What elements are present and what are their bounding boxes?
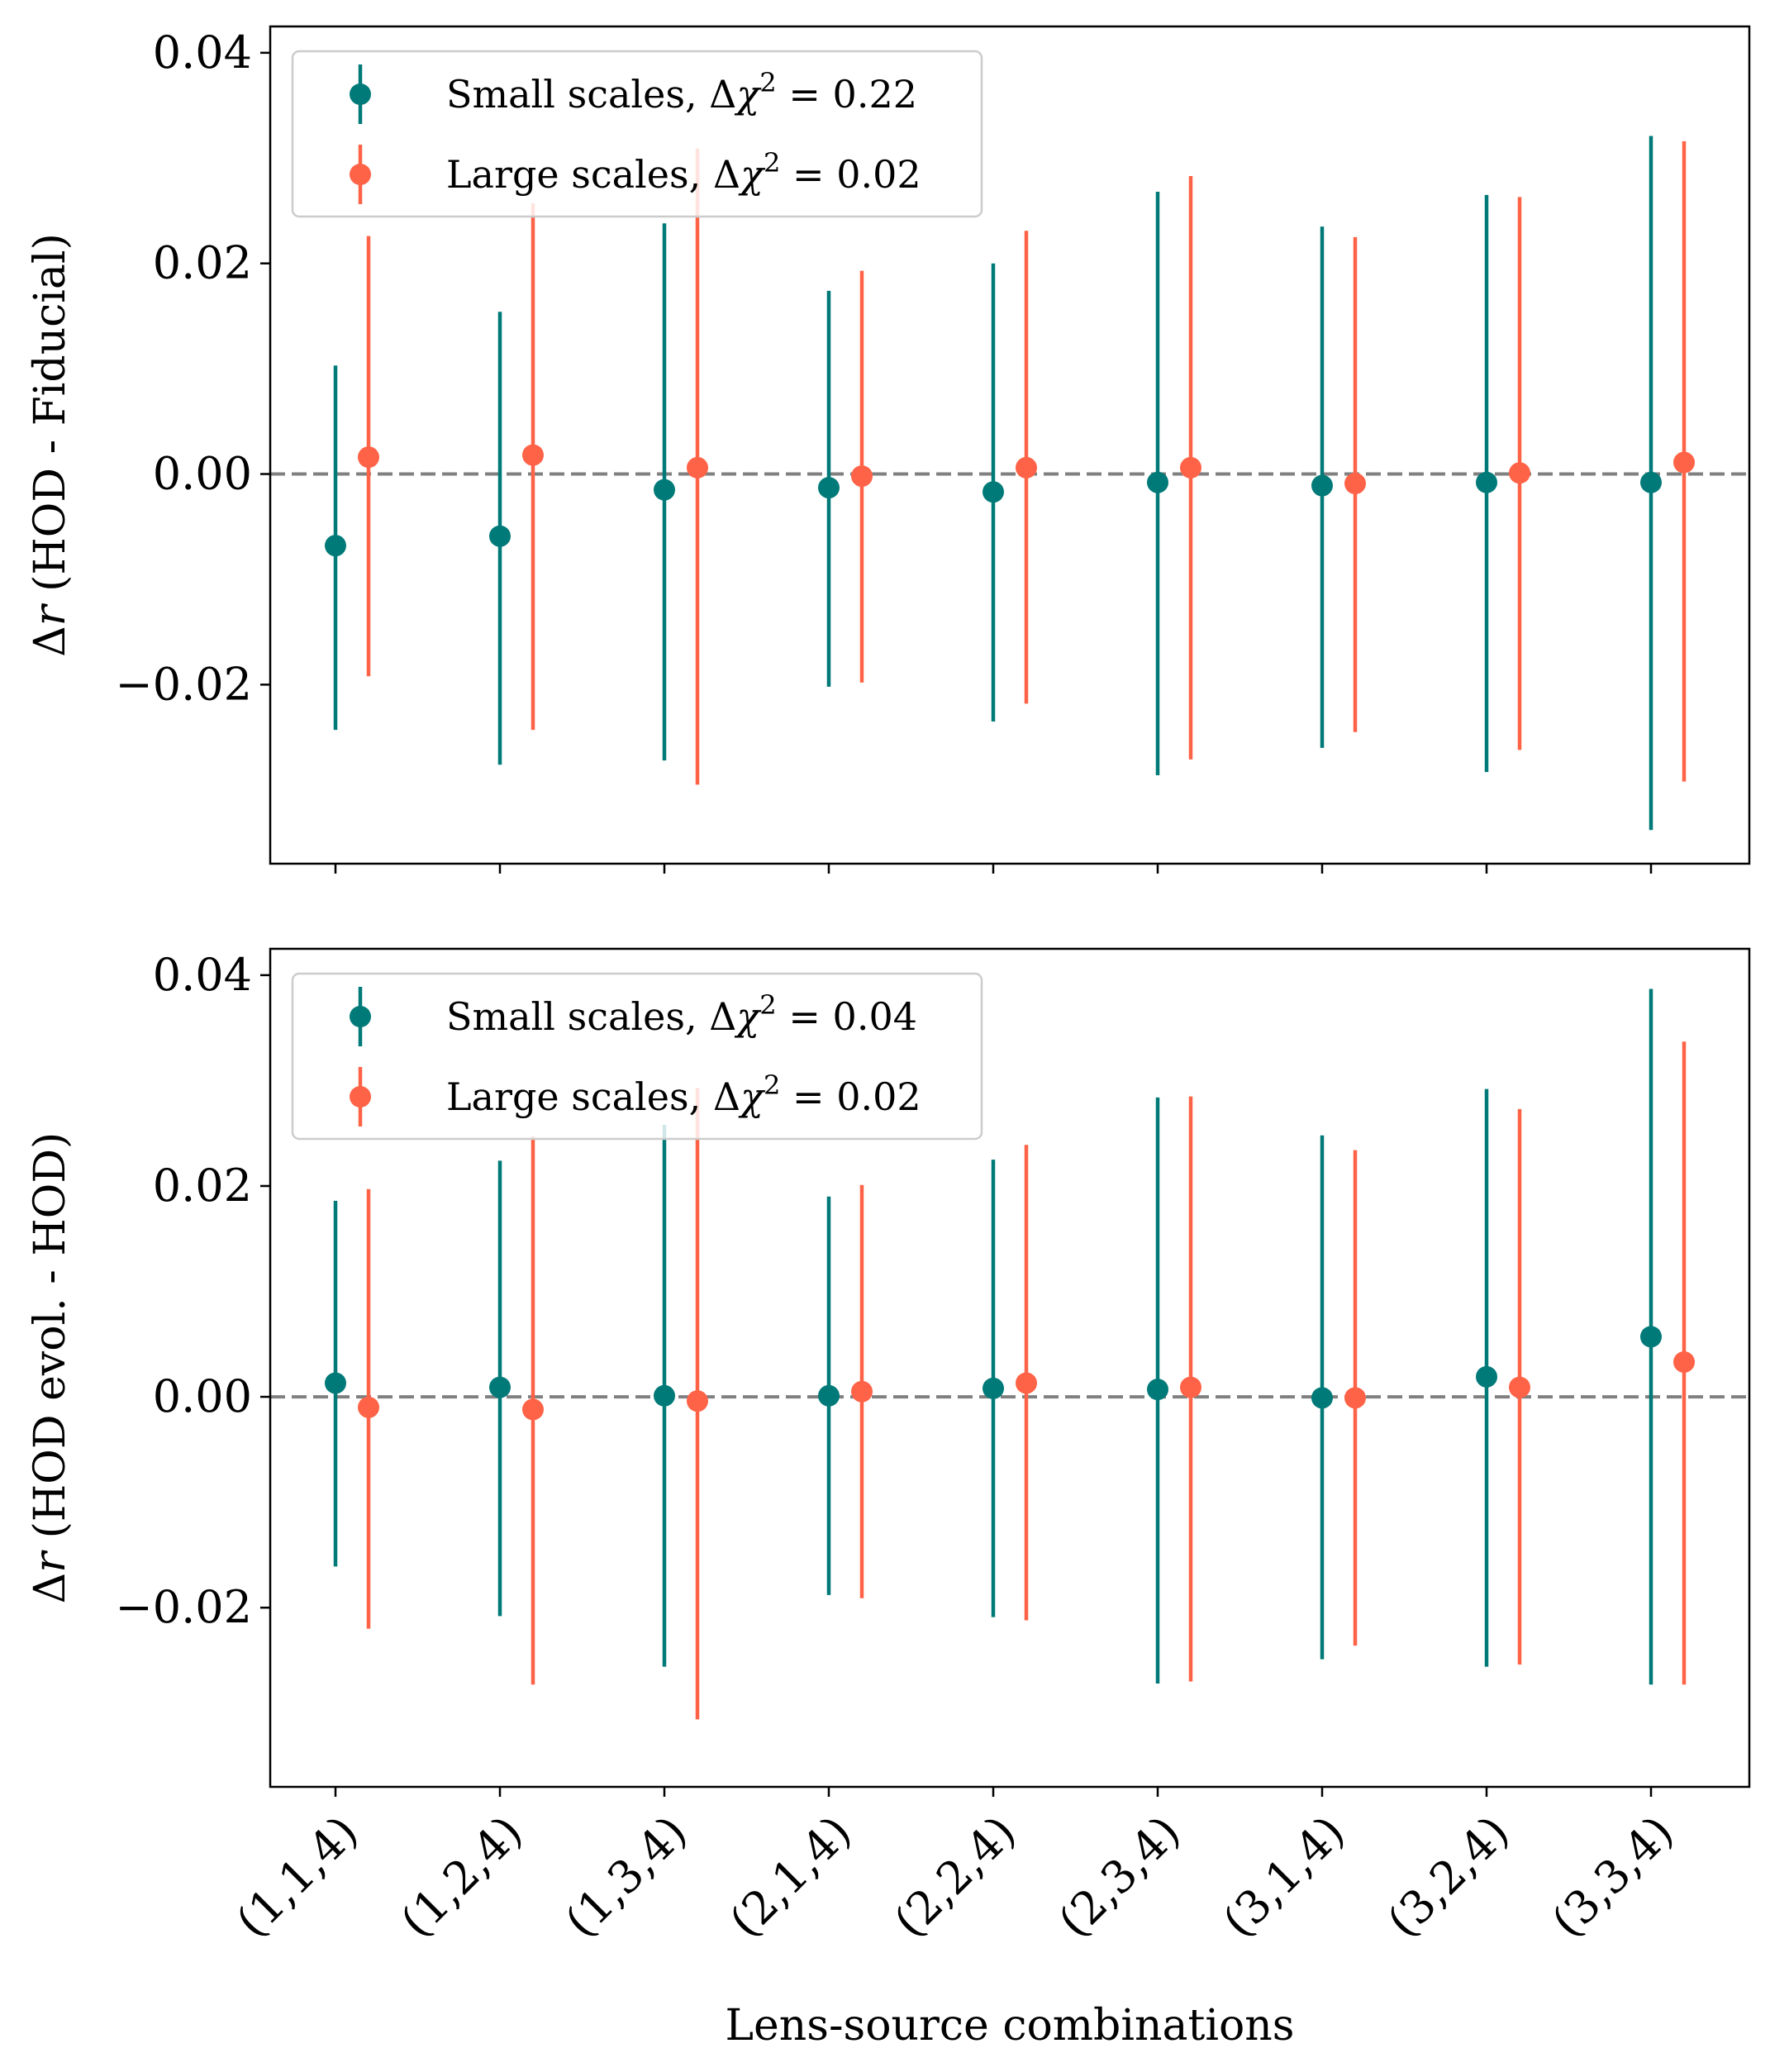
y-tick-label: −0.02 (116, 1581, 252, 1633)
point-small-scales-4 (983, 1377, 1004, 1399)
point-large-scales-1 (522, 444, 544, 466)
legend-label: Large scales, Δχ2 = 0.02 (446, 1069, 921, 1119)
x-axis-title: Lens-source combinations (726, 2001, 1295, 2051)
point-small-scales-1 (489, 1376, 511, 1398)
bottom-panel-marks (325, 988, 1695, 1720)
point-large-scales-4 (1016, 1372, 1037, 1394)
point-small-scales-2 (654, 1384, 675, 1407)
top-panel: −0.02 0.00 0.02 0.04 Δr (HOD - Fiducial) Sma… (26, 25, 1751, 874)
point-small-scales-1 (489, 525, 511, 547)
y-axis-title: Δr (HOD evol. - HOD) (26, 1132, 75, 1604)
point-large-scales-0 (358, 1396, 379, 1418)
legend-marker (350, 83, 371, 105)
legend-marker (350, 1086, 371, 1107)
point-large-scales-6 (1344, 1387, 1366, 1409)
point-small-scales-0 (325, 1372, 346, 1394)
point-large-scales-5 (1180, 1376, 1201, 1398)
point-large-scales-2 (687, 456, 708, 479)
legend-box (291, 972, 983, 1141)
point-small-scales-2 (654, 479, 675, 501)
legend-box (291, 50, 983, 218)
axes-frame (269, 947, 1751, 1789)
point-large-scales-3 (851, 1380, 873, 1403)
legend-marker (350, 1006, 371, 1027)
y-tick-label: −0.02 (116, 658, 252, 710)
point-small-scales-6 (1311, 474, 1333, 497)
top-legend: Small scales, Δχ2 = 0.22 Large scales, Δχ… (291, 50, 983, 218)
point-small-scales-0 (325, 535, 346, 557)
y-axis-title: Δr (HOD - Fiducial) (26, 233, 75, 657)
y-tick-label: 0.00 (153, 1370, 252, 1422)
axes-frame (269, 25, 1751, 865)
legend-label: Large scales, Δχ2 = 0.02 (446, 147, 921, 197)
point-large-scales-5 (1180, 456, 1201, 479)
point-large-scales-4 (1016, 456, 1037, 479)
point-small-scales-4 (983, 481, 1004, 503)
legend-label: Small scales, Δχ2 = 0.04 (446, 989, 917, 1039)
point-large-scales-8 (1673, 451, 1695, 474)
bottom-legend: Small scales, Δχ2 = 0.04 Large scales, Δχ… (291, 972, 983, 1141)
point-large-scales-0 (358, 446, 379, 469)
point-large-scales-7 (1509, 462, 1530, 484)
y-tick-label: 0.00 (153, 448, 252, 500)
point-large-scales-8 (1673, 1350, 1695, 1373)
point-large-scales-6 (1344, 473, 1366, 495)
point-small-scales-8 (1640, 1326, 1662, 1348)
point-large-scales-3 (851, 465, 873, 488)
point-small-scales-7 (1476, 1365, 1497, 1388)
y-tick-label: 0.04 (153, 949, 252, 1001)
point-small-scales-3 (818, 477, 840, 499)
point-small-scales-3 (818, 1384, 840, 1407)
y-tick-label: 0.04 (153, 26, 252, 79)
point-small-scales-6 (1311, 1387, 1333, 1409)
legend-label: Small scales, Δχ2 = 0.22 (446, 67, 917, 117)
point-large-scales-1 (522, 1398, 544, 1421)
point-large-scales-7 (1509, 1376, 1530, 1398)
point-small-scales-7 (1476, 471, 1497, 493)
top-panel-marks (325, 136, 1695, 831)
legend-marker (350, 164, 371, 185)
point-small-scales-5 (1147, 471, 1168, 493)
point-small-scales-8 (1640, 471, 1662, 493)
y-tick-label: 0.02 (153, 1160, 252, 1212)
y-tick-label: 0.02 (153, 237, 252, 289)
point-small-scales-5 (1147, 1379, 1168, 1401)
point-large-scales-2 (687, 1390, 708, 1412)
